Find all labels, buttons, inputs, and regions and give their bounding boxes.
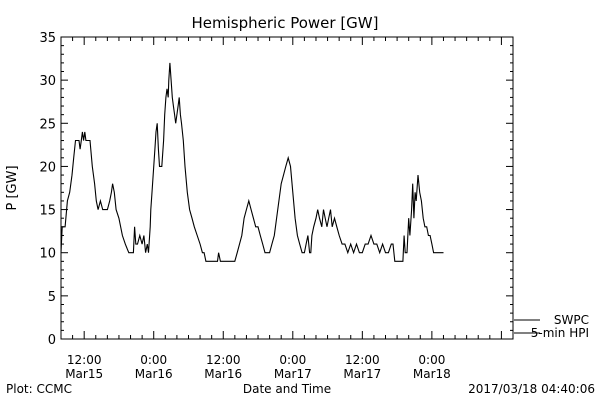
x-tick-date-label: Mar18 xyxy=(413,367,451,381)
series-line-5-min-hpi xyxy=(60,62,444,262)
y-tick-label: 30 xyxy=(39,74,56,89)
y-tick-label: 35 xyxy=(39,31,56,46)
x-tick-time-label: 0:00 xyxy=(279,353,306,367)
x-axis-ticks: 12:00Mar150:00Mar1612:00Mar160:00Mar1712… xyxy=(60,37,514,381)
x-tick-time-label: 0:00 xyxy=(418,353,445,367)
x-axis-label: Date and Time xyxy=(243,382,331,396)
x-tick-date-label: Mar15 xyxy=(65,367,103,381)
x-tick-date-label: Mar16 xyxy=(204,367,242,381)
x-tick-time-label: 12:00 xyxy=(345,353,380,367)
chart-title: Hemispheric Power [GW] xyxy=(192,14,379,32)
plot-area-frame xyxy=(60,36,514,340)
y-axis-ticks: 0 5 10 15 20 25 30 35 xyxy=(39,31,513,348)
y-tick-label: 25 xyxy=(39,117,56,132)
y-tick-label: 15 xyxy=(39,204,56,219)
x-tick-time-label: 12:00 xyxy=(67,353,102,367)
plot-timestamp: 2017/03/18 04:40:06 xyxy=(468,382,595,396)
x-tick-date-label: Mar17 xyxy=(274,367,312,381)
legend-label: SWPC xyxy=(554,313,589,327)
x-tick-date-label: Mar17 xyxy=(343,367,381,381)
x-tick-date-label: Mar16 xyxy=(135,367,173,381)
y-axis-label: P [GW] xyxy=(5,165,20,210)
y-tick-label: 10 xyxy=(39,247,56,262)
x-tick-time-label: 12:00 xyxy=(206,353,241,367)
y-tick-label: 5 xyxy=(48,290,56,305)
series-layer xyxy=(60,62,444,262)
y-tick-label: 0 xyxy=(48,333,56,348)
legend-label: 5-min HPI xyxy=(531,326,589,340)
y-tick-label: 20 xyxy=(39,160,56,175)
x-tick-time-label: 0:00 xyxy=(140,353,167,367)
plot-credit: Plot: CCMC xyxy=(6,382,72,396)
